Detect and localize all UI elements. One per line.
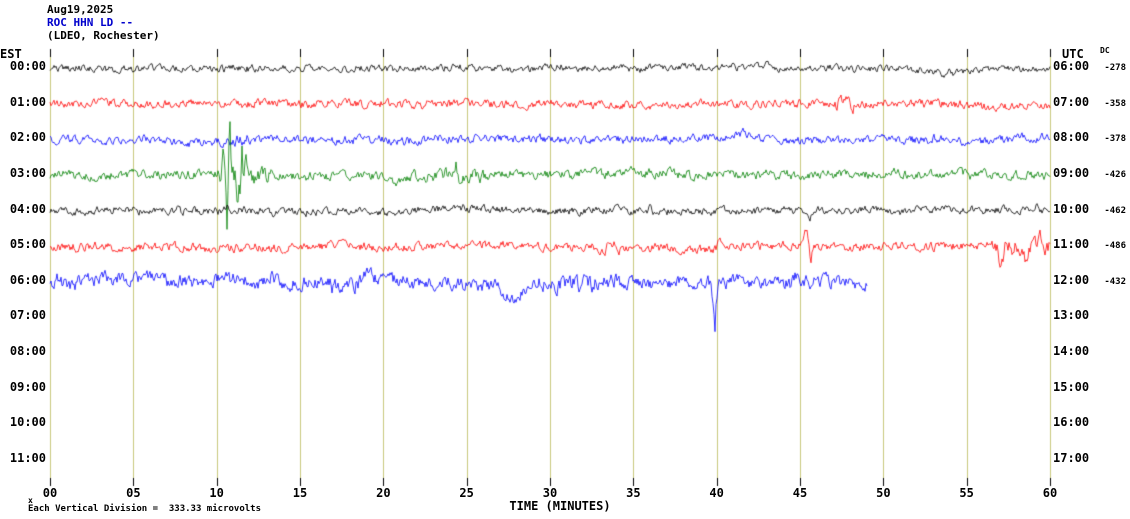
est-time-label: 08:00 (9, 344, 46, 359)
x-tick-label: 60 (1042, 486, 1058, 500)
x-tick-label: 20 (376, 486, 391, 500)
utc-time-label: 06:00 (1053, 59, 1090, 73)
scale-note-marker: x (28, 496, 33, 505)
utc-time-label: 13:00 (1053, 308, 1090, 323)
utc-time-label: 07:00 (1053, 94, 1090, 109)
x-tick-label: 50 (876, 486, 891, 500)
est-time-label: 02:00 (9, 130, 46, 145)
dc-offset-value: -358 (1104, 98, 1126, 109)
est-time-label: 03:00 (9, 165, 46, 180)
scale-note: Each Vertical Division = 333.33 microvol… (28, 504, 261, 514)
station-code: ROC HHN LD -- (47, 16, 134, 29)
dc-axis-label: DC (1100, 46, 1110, 55)
x-tick-label: 05 (126, 486, 141, 500)
est-time-label: 00:00 (9, 59, 46, 73)
station-date: Aug19,2025 (47, 3, 114, 16)
dc-offset-value: -278 (1104, 63, 1126, 73)
x-tick-label: 15 (292, 486, 308, 500)
utc-axis-label: UTC (1062, 47, 1084, 61)
x-tick-label: 45 (792, 486, 808, 500)
utc-time-label: 12:00 (1053, 272, 1090, 287)
est-time-label: 06:00 (9, 272, 46, 287)
utc-time-label: 16:00 (1053, 415, 1090, 430)
x-tick-label: 00 (42, 486, 58, 500)
x-tick-label: 35 (626, 486, 641, 500)
est-time-label: 05:00 (9, 237, 46, 252)
station-location: (LDEO, Rochester) (47, 29, 160, 42)
x-tick-label: 55 (959, 486, 974, 500)
utc-time-label: 11:00 (1053, 237, 1090, 252)
est-time-label: 09:00 (9, 379, 46, 394)
x-tick-label: 40 (709, 486, 724, 500)
utc-time-label: 17:00 (1053, 451, 1090, 466)
x-tick-label: 25 (459, 486, 474, 500)
utc-time-label: 09:00 (1053, 165, 1090, 180)
est-time-label: 07:00 (9, 308, 46, 323)
x-tick-label: 10 (209, 486, 224, 500)
dc-offset-value: -432 (1104, 276, 1126, 287)
x-tick-label: 30 (542, 486, 558, 500)
utc-time-label: 10:00 (1053, 201, 1090, 216)
est-time-label: 01:00 (9, 94, 46, 109)
dc-offset-value: -378 (1104, 134, 1126, 145)
est-time-label: 11:00 (9, 451, 46, 466)
est-time-label: 04:00 (9, 201, 46, 216)
utc-time-label: 14:00 (1053, 344, 1090, 359)
time-axis-label: TIME (MINUTES) (509, 499, 611, 513)
est-time-label: 10:00 (9, 415, 46, 430)
utc-time-label: 15:00 (1053, 379, 1090, 394)
dc-offset-value: -486 (1104, 241, 1126, 252)
utc-time-label: 08:00 (1053, 130, 1090, 145)
dc-offset-value: -426 (1104, 169, 1126, 180)
dc-offset-value: -462 (1104, 205, 1126, 216)
est-axis-label: EST (0, 47, 22, 61)
